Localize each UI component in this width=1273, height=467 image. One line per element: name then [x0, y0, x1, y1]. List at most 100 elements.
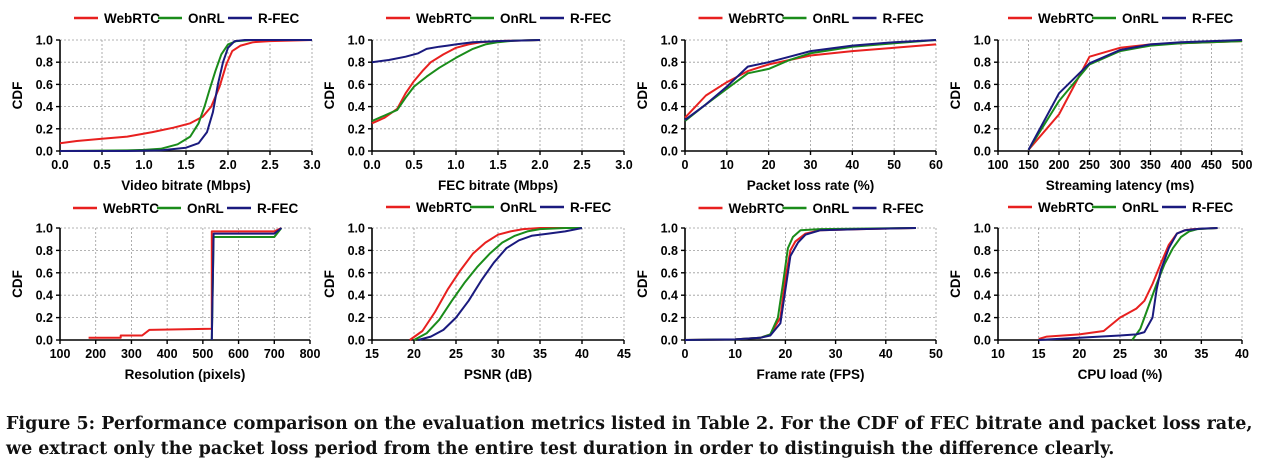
legend-label-r-fec: R-FEC [570, 11, 611, 26]
y-axis-label: CDF [635, 82, 650, 110]
y-axis-label: CDF [635, 270, 650, 298]
x-tick-label: 20 [762, 158, 776, 172]
x-tick-label: 1.5 [177, 158, 194, 172]
y-tick-label: 0.6 [36, 266, 53, 280]
x-tick-label: 30 [829, 347, 843, 361]
x-tick-label: 40 [845, 158, 859, 172]
y-tick-label: 0.8 [348, 56, 365, 70]
series-line-webrtc [409, 227, 582, 341]
y-tick-label: 0.8 [661, 56, 678, 70]
legend-label-r-fec: R-FEC [258, 11, 299, 26]
chart-panel-2: WebRTC OnRL R-FEC 0.0 0.2 0.4 0.6 0.8 1.0 0.0 0.5 1… [322, 11, 633, 193]
x-tick-label: 35 [533, 347, 547, 361]
y-tick-label: 1.0 [661, 222, 678, 236]
series-line-webrtc [1027, 40, 1243, 151]
y-tick-label: 0.4 [974, 289, 991, 303]
x-tick-label: 2.5 [261, 158, 278, 172]
x-tick-label: 45 [617, 347, 631, 361]
y-tick-label: 0.6 [348, 78, 365, 92]
x-tick-label: 150 [1018, 158, 1039, 172]
y-tick-label: 0.8 [36, 244, 53, 258]
y-tick-label: 0.6 [661, 78, 678, 92]
chart-panel-6: WebRTC OnRL R-FEC 0.0 0.2 0.4 0.6 0.8 1.0 15 20 25 3… [322, 200, 631, 382]
x-tick-label: 10 [720, 158, 734, 172]
x-tick-label: 40 [575, 347, 589, 361]
x-axis-label: Packet loss rate (%) [747, 178, 875, 193]
chart-panel-5: WebRTC OnRL R-FEC 0.0 0.2 0.4 0.6 0.8 1.0 100 200 3… [10, 201, 320, 382]
y-tick-label: 0.2 [348, 122, 365, 136]
x-tick-label: 60 [929, 158, 943, 172]
legend-label-r-fec: R-FEC [570, 200, 611, 215]
x-tick-label: 20 [407, 347, 421, 361]
x-tick-label: 0 [682, 158, 689, 172]
y-tick-label: 0.2 [974, 122, 991, 136]
series-line-webrtc [88, 227, 282, 339]
y-tick-label: 0.4 [348, 100, 365, 114]
y-tick-label: 0.6 [974, 78, 991, 92]
y-tick-label: 1.0 [36, 222, 53, 236]
x-tick-label: 300 [1110, 158, 1131, 172]
y-axis-label: CDF [948, 270, 963, 298]
legend-label-webrtc: WebRTC [416, 11, 472, 26]
legend-label-onrl: OnRL [500, 200, 537, 215]
x-tick-label: 50 [929, 347, 943, 361]
y-tick-label: 0.0 [348, 145, 365, 159]
series-line-onrl [1131, 227, 1218, 341]
x-tick-label: 0.5 [93, 158, 110, 172]
series-line-r-fec [371, 39, 541, 64]
x-axis-label: Video bitrate (Mbps) [121, 178, 251, 193]
legend-label-r-fec: R-FEC [883, 11, 924, 26]
series-line-r-fec [60, 39, 312, 152]
y-tick-label: 1.0 [348, 222, 365, 236]
series-line-onrl [210, 227, 283, 341]
y-tick-label: 0.4 [348, 289, 365, 303]
x-tick-label: 15 [365, 347, 379, 361]
y-tick-label: 1.0 [974, 34, 991, 48]
x-tick-label: 800 [300, 347, 321, 361]
figure-caption: Figure 5: Performance comparison on the … [6, 412, 1270, 462]
legend-label-onrl: OnRL [188, 11, 225, 26]
y-tick-label: 0.0 [36, 145, 53, 159]
x-tick-label: 200 [1049, 158, 1070, 172]
series-line-webrtc [684, 43, 937, 119]
y-tick-label: 0.0 [36, 334, 53, 348]
x-tick-label: 450 [1201, 158, 1222, 172]
y-axis-label: CDF [10, 270, 25, 298]
x-axis-label: Resolution (pixels) [125, 367, 246, 382]
y-axis-label: CDF [322, 82, 337, 110]
legend-label-r-fec: R-FEC [257, 201, 298, 216]
x-tick-label: 350 [1140, 158, 1161, 172]
x-tick-label: 500 [192, 347, 213, 361]
series-line-r-fec [1038, 227, 1218, 341]
series-line-r-fec [1027, 39, 1243, 151]
legend-label-onrl: OnRL [813, 201, 850, 216]
y-tick-label: 0.0 [974, 334, 991, 348]
x-tick-label: 25 [449, 347, 463, 361]
series-line-webrtc [684, 227, 916, 341]
x-tick-label: 30 [804, 158, 818, 172]
series-line-webrtc [1038, 227, 1218, 340]
x-tick-label: 25 [1113, 347, 1127, 361]
series-line-r-fec [210, 227, 283, 341]
x-tick-label: 0.0 [363, 158, 380, 172]
x-axis-label: Frame rate (FPS) [756, 367, 864, 382]
y-tick-label: 0.0 [348, 334, 365, 348]
x-axis-label: PSNR (dB) [464, 367, 532, 382]
x-tick-label: 1.0 [447, 158, 464, 172]
chart-panel-4: WebRTC OnRL R-FEC 0.0 0.2 0.4 0.6 0.8 1.0 100 150 2… [948, 11, 1252, 193]
y-axis-label: CDF [10, 82, 25, 110]
legend-label-onrl: OnRL [187, 201, 224, 216]
legend-label-webrtc: WebRTC [103, 201, 159, 216]
x-tick-label: 20 [1072, 347, 1086, 361]
x-tick-label: 1.0 [135, 158, 152, 172]
x-axis-label: CPU load (%) [1078, 367, 1163, 382]
legend-label-r-fec: R-FEC [1192, 11, 1233, 26]
x-tick-label: 0 [682, 347, 689, 361]
x-tick-label: 500 [1232, 158, 1253, 172]
y-tick-label: 0.2 [36, 311, 53, 325]
legend-label-webrtc: WebRTC [416, 200, 472, 215]
y-tick-label: 0.4 [661, 100, 678, 114]
x-tick-label: 40 [1235, 347, 1249, 361]
y-tick-label: 0.6 [36, 78, 53, 92]
y-tick-label: 0.2 [974, 311, 991, 325]
